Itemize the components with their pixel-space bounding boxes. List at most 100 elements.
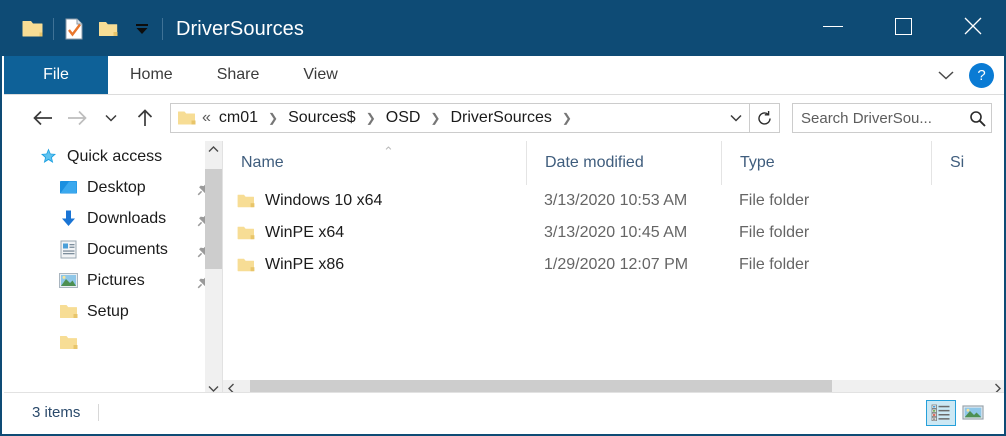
search-box[interactable] [792, 103, 992, 133]
qat-separator-1 [53, 18, 54, 40]
new-folder-icon[interactable] [91, 12, 125, 46]
breadcrumb-item-osd[interactable]: OSD [385, 109, 421, 126]
content-area: Quick access Desktop [4, 141, 1004, 397]
table-row[interactable]: WinPE x86 1/29/2020 12:07 PM File folder [223, 249, 1004, 281]
column-header-size[interactable]: Si [931, 141, 991, 185]
ribbon-divider [4, 94, 1004, 95]
file-rows: Windows 10 x64 3/13/2020 10:53 AM File f… [223, 185, 1004, 281]
column-header-name[interactable]: ⌃ Name [223, 141, 526, 185]
breadcrumb[interactable]: « cm01 ❯ Sources$ ❯ OSD ❯ DriverSources … [170, 103, 750, 133]
large-icons-view-button[interactable] [958, 400, 988, 426]
column-header-label: Type [740, 154, 775, 171]
documents-icon [58, 240, 78, 260]
navigation-pane: Quick access Desktop [4, 141, 222, 397]
column-header-label: Name [241, 154, 284, 171]
folder-icon [58, 333, 78, 353]
details-view-button[interactable] [926, 399, 956, 426]
maximize-button[interactable] [868, 2, 938, 50]
sidebar-item-setup[interactable]: Setup [4, 296, 222, 327]
tab-home[interactable]: Home [130, 66, 173, 83]
cell-name: WinPE x64 [223, 224, 526, 242]
column-header-label: Date modified [545, 154, 644, 171]
refresh-button[interactable] [750, 103, 780, 133]
breadcrumb-chevron-1[interactable]: ❯ [268, 111, 279, 125]
breadcrumb-folder-icon[interactable] [177, 110, 196, 126]
breadcrumb-dropdown-icon[interactable] [723, 112, 749, 124]
tab-file[interactable]: File [4, 56, 108, 94]
close-button[interactable] [938, 2, 1004, 50]
scroll-left-icon[interactable] [223, 380, 240, 397]
sidebar-item-label: Pictures [87, 271, 145, 289]
status-bar: 3 items [4, 392, 1004, 432]
breadcrumb-item-cm01[interactable]: cm01 [218, 109, 259, 126]
file-name-label: Windows 10 x64 [265, 192, 383, 209]
help-icon[interactable]: ? [969, 62, 994, 88]
pictures-icon [58, 271, 78, 291]
tab-view[interactable]: View [303, 66, 338, 83]
forward-button[interactable] [60, 101, 94, 135]
breadcrumb-item-sources[interactable]: Sources$ [288, 109, 356, 126]
qat-separator-2 [162, 18, 163, 40]
scroll-right-icon[interactable] [989, 380, 1004, 397]
cell-date-modified: 3/13/2020 10:45 AM [544, 224, 688, 241]
breadcrumb-chevron-2[interactable]: ❯ [365, 111, 376, 125]
navigation-pane-scrollbar[interactable] [205, 141, 222, 397]
recent-locations-button[interactable] [94, 101, 128, 135]
sidebar-item-label: Downloads [87, 209, 167, 227]
breadcrumb-item-driversources[interactable]: DriverSources [450, 109, 552, 126]
column-headers: ⌃ Name Date modified Type Si [223, 141, 1004, 185]
ribbon-tab-strip: File Home Share View ? [4, 56, 1004, 94]
file-list-pane: ⌃ Name Date modified Type Si [223, 141, 1004, 397]
back-button[interactable] [26, 101, 60, 135]
cell-type: File folder [739, 192, 810, 209]
column-header-type[interactable]: Type [721, 141, 931, 185]
tab-share[interactable]: Share [216, 66, 260, 83]
table-row[interactable]: Windows 10 x64 3/13/2020 10:53 AM File f… [223, 185, 1004, 217]
column-header-label: Si [950, 154, 965, 171]
scrollbar-thumb[interactable] [205, 169, 222, 269]
downloads-icon [58, 209, 78, 229]
sidebar-item-partial[interactable] [4, 327, 222, 358]
up-button[interactable] [128, 101, 162, 135]
sidebar-item-documents[interactable]: Documents [4, 234, 222, 265]
breadcrumb-chevron-3[interactable]: ❯ [430, 111, 441, 125]
folder-icon [237, 224, 255, 242]
cell-name: WinPE x86 [223, 256, 526, 274]
breadcrumb-overflow[interactable]: « [202, 109, 211, 126]
sidebar-item-desktop[interactable]: Desktop [4, 172, 222, 203]
cell-date-modified: 1/29/2020 12:07 PM [544, 256, 689, 273]
folder-icon [58, 302, 78, 322]
explorer-icon[interactable] [16, 12, 50, 46]
search-input[interactable] [793, 108, 963, 128]
breadcrumb-chevron-4[interactable]: ❯ [561, 111, 572, 125]
table-row[interactable]: WinPE x64 3/13/2020 10:45 AM File folder [223, 217, 1004, 249]
minimize-button[interactable] [798, 2, 868, 50]
scroll-down-icon[interactable] [205, 380, 222, 397]
address-bar-row: « cm01 ❯ Sources$ ❯ OSD ❯ DriverSources … [4, 95, 1004, 141]
sidebar-item-label: Desktop [87, 178, 146, 196]
folder-icon [237, 256, 255, 274]
customize-qat-icon[interactable] [125, 12, 159, 46]
sort-ascending-icon: ⌃ [383, 144, 394, 159]
window-controls [798, 2, 1004, 50]
expand-ribbon-icon[interactable] [937, 69, 955, 81]
cell-date-modified: 3/13/2020 10:53 AM [544, 192, 688, 209]
cell-type: File folder [739, 256, 810, 273]
title-bar: DriverSources [2, 2, 1004, 56]
pane-splitter[interactable] [222, 141, 223, 397]
status-divider [98, 404, 100, 421]
desktop-icon [58, 178, 78, 198]
scroll-up-icon[interactable] [205, 141, 222, 158]
sidebar-item-pictures[interactable]: Pictures [4, 265, 222, 296]
folder-icon [237, 192, 255, 210]
file-name-label: WinPE x64 [265, 224, 345, 241]
view-mode-buttons [926, 399, 988, 426]
properties-icon[interactable] [57, 12, 91, 46]
sidebar-item-label: Setup [87, 302, 129, 320]
sidebar-item-quick-access[interactable]: Quick access [4, 141, 222, 172]
sidebar-item-downloads[interactable]: Downloads [4, 203, 222, 234]
window-title: DriverSources [176, 18, 304, 40]
search-icon[interactable] [963, 110, 991, 127]
column-header-date-modified[interactable]: Date modified [526, 141, 721, 185]
